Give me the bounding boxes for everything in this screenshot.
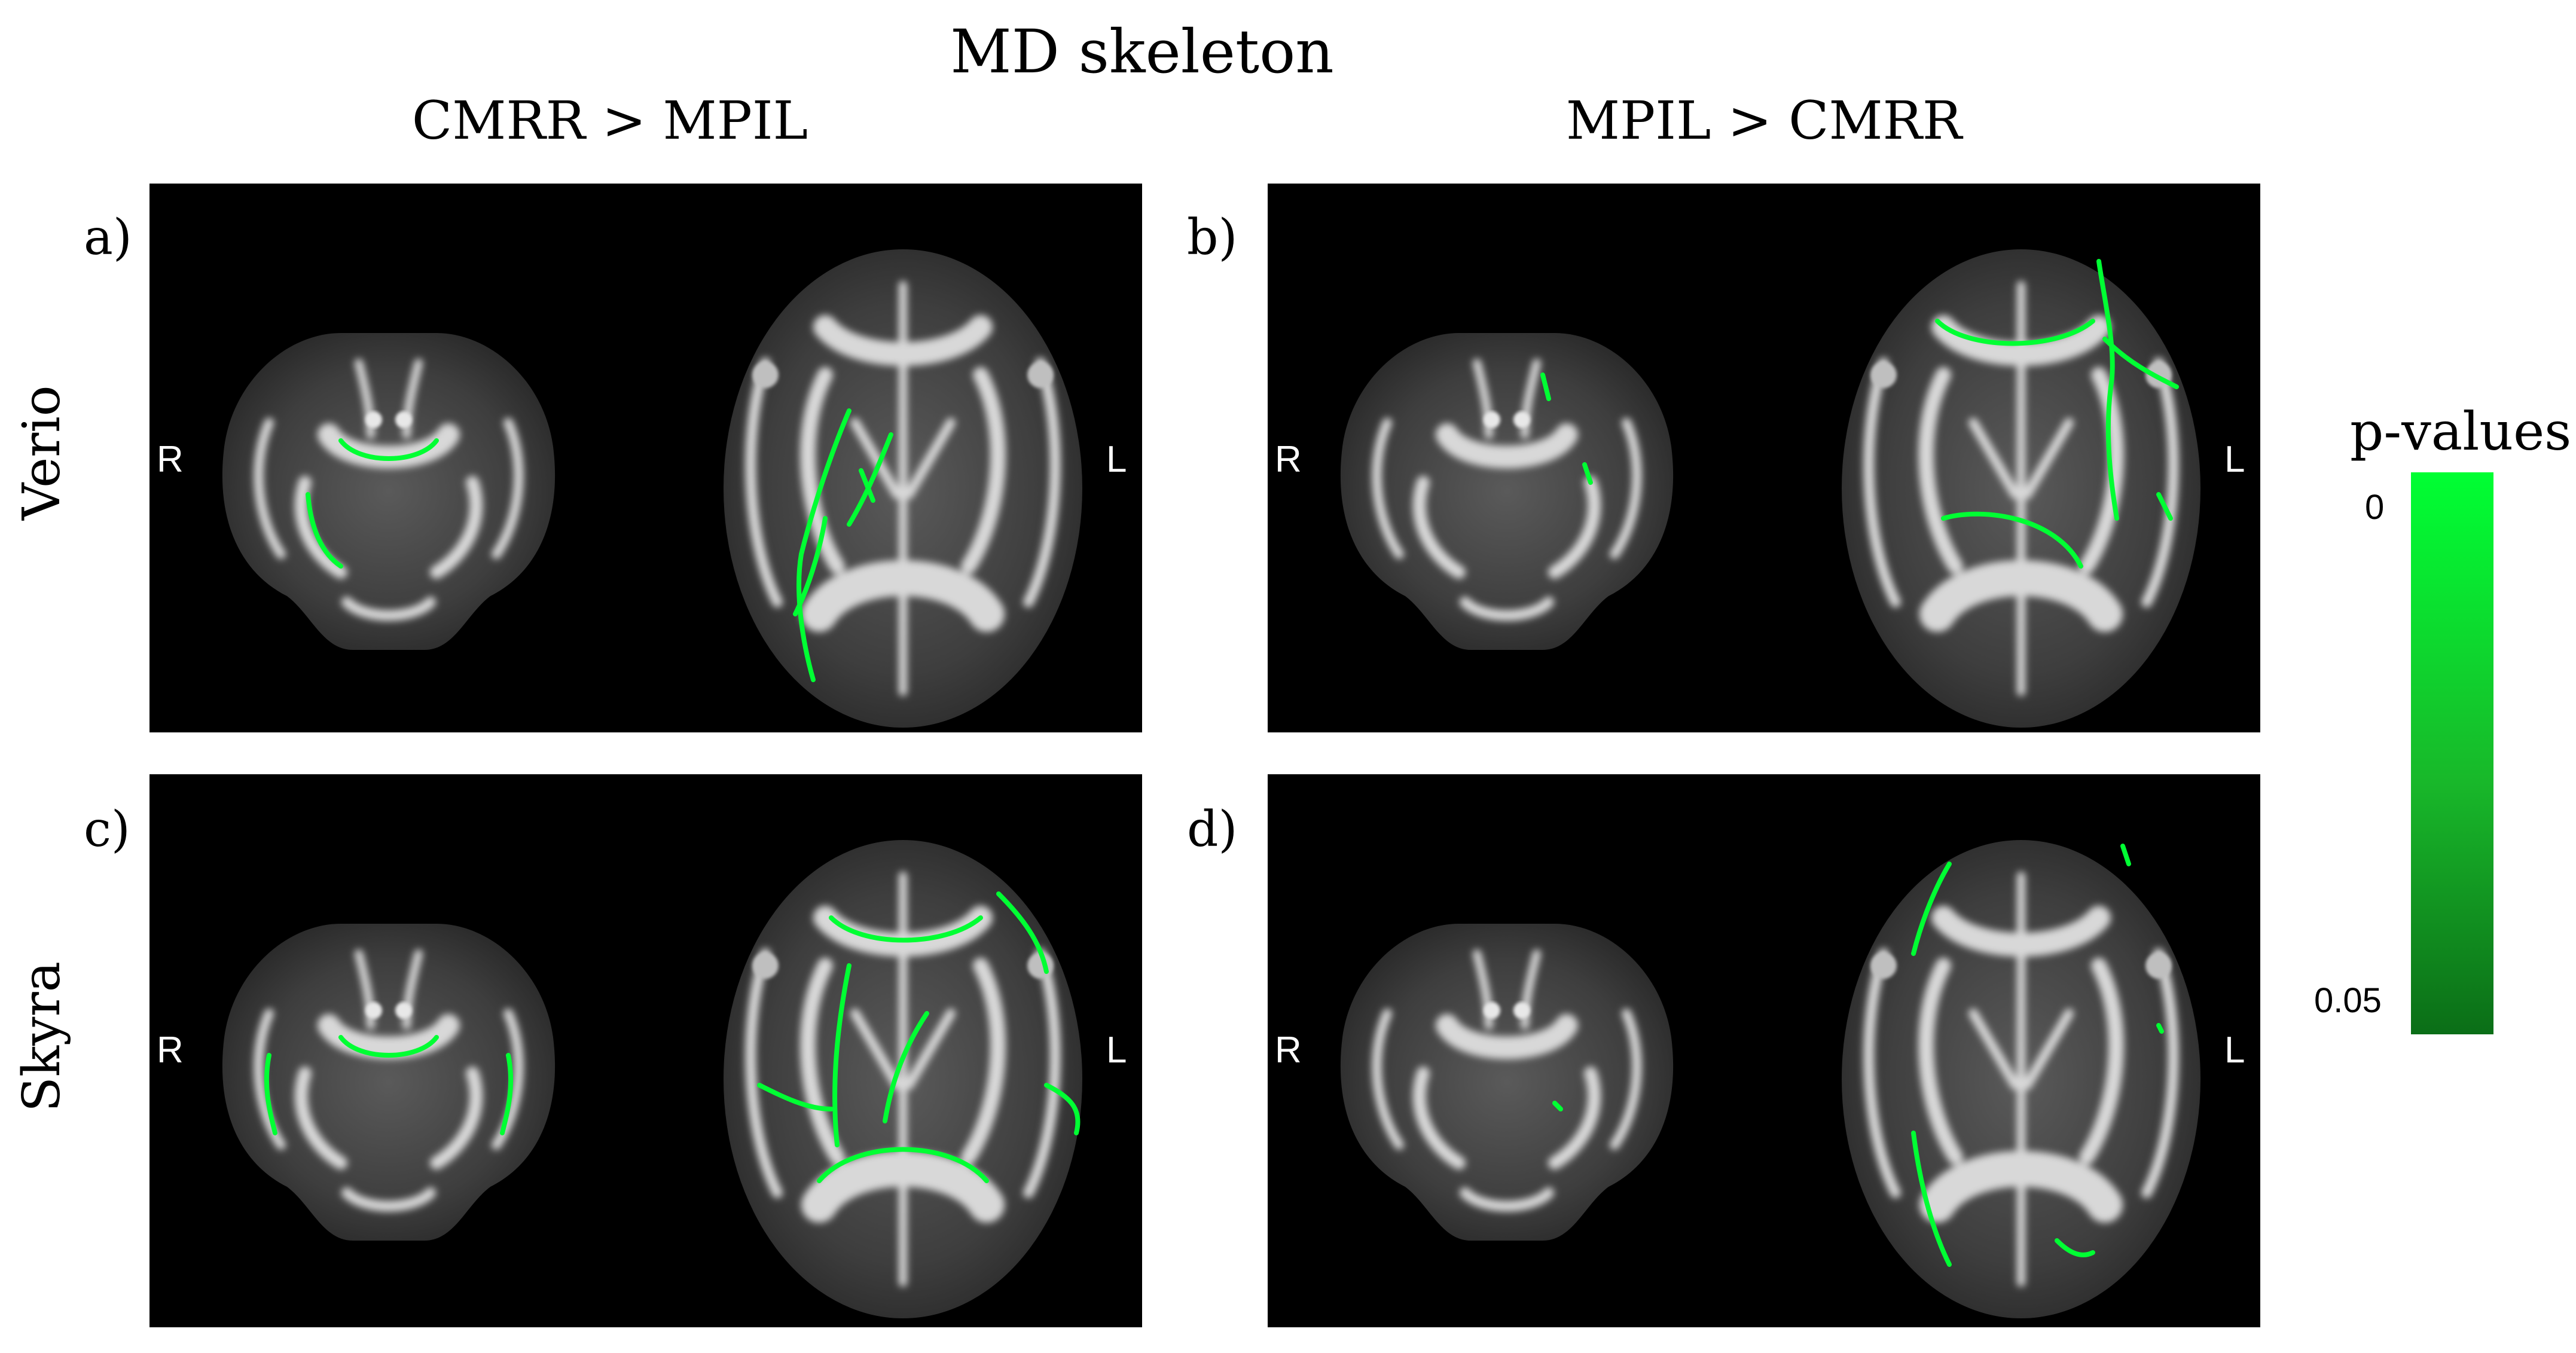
coronal-brain-slice	[222, 924, 555, 1241]
coronal-brain-slice	[222, 333, 555, 650]
colorbar-gradient	[2411, 472, 2493, 1034]
side-label-left: L	[2224, 1030, 2245, 1071]
colorbar-title: p-values	[2350, 401, 2572, 462]
panel-c-skyra-cmrr-gt-mpil: R L	[149, 774, 1142, 1327]
row-label-skyra: Skyra	[12, 961, 72, 1112]
colorbar-tick-max: 0	[2365, 488, 2385, 527]
side-label-left: L	[2224, 439, 2245, 480]
side-label-left: L	[1106, 1030, 1127, 1071]
figure-title: MD skeleton	[950, 17, 1334, 87]
significant-voxels-overlay	[1540, 259, 2179, 569]
colorbar-tick-min: 0.05	[2314, 981, 2382, 1020]
significant-voxels-overlay	[264, 891, 1081, 1183]
axial-brain-slice	[724, 840, 1082, 1318]
coronal-brain-slice	[1341, 333, 1673, 650]
panel-b-verio-mpil-gt-cmrr: R L	[1268, 184, 2260, 732]
axial-brain-slice	[1842, 249, 2200, 728]
side-label-right: R	[157, 1030, 184, 1071]
significant-voxels-overlay	[306, 408, 893, 682]
panel-letter-d: d)	[1187, 801, 1238, 858]
row-label-verio: Verio	[12, 385, 72, 521]
panel-letter-a: a)	[84, 209, 132, 266]
column-header-cmrr-gt-mpil: CMRR > MPIL	[411, 90, 808, 151]
axial-brain-slice	[1842, 840, 2200, 1318]
panel-letter-c: c)	[84, 801, 130, 858]
side-label-right: R	[157, 439, 184, 480]
panel-d-skyra-mpil-gt-cmrr: R L	[1268, 774, 2260, 1327]
coronal-brain-slice	[1341, 924, 1673, 1241]
side-label-left: L	[1106, 439, 1127, 480]
significant-voxels-overlay	[1552, 844, 2164, 1267]
axial-brain-slice	[724, 249, 1082, 728]
column-header-mpil-gt-cmrr: MPIL > CMRR	[1565, 90, 1962, 151]
panel-a-verio-cmrr-gt-mpil: R L	[149, 184, 1142, 732]
side-label-right: R	[1275, 1030, 1302, 1071]
panel-letter-b: b)	[1187, 209, 1238, 266]
side-label-right: R	[1275, 439, 1302, 480]
